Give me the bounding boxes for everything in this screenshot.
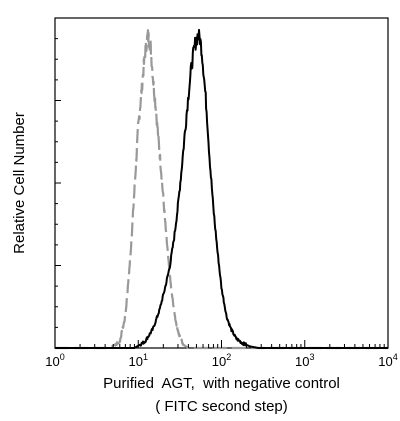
- y-axis-label: Relative Cell Number: [11, 112, 28, 254]
- series-layer: [55, 28, 388, 350]
- x-axis-label: Purified AGT, with negative control: [103, 375, 340, 392]
- negative-control-series: [55, 29, 388, 350]
- agt-series: [55, 28, 388, 349]
- x-tick-label: 103: [295, 352, 314, 369]
- plot-area: [54, 17, 389, 349]
- x-tick-label: 104: [378, 352, 397, 369]
- x-tick-label: 100: [45, 352, 64, 369]
- x-tick-label: 102: [212, 352, 231, 369]
- ticks-layer: 100 101 102 103 104: [45, 17, 398, 369]
- x-tick-label: 101: [129, 352, 148, 369]
- x-axis-label-line2: ( FITC second step): [155, 398, 288, 415]
- plot-frame: [54, 17, 389, 349]
